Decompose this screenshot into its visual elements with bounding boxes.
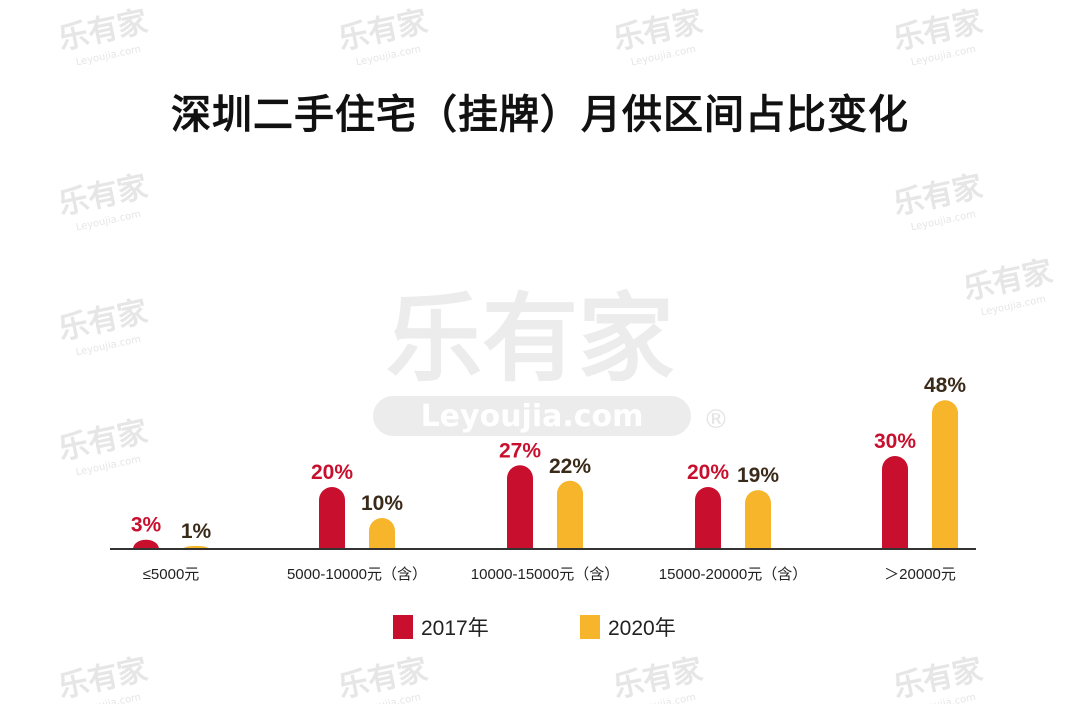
legend-label-2017: 2017年 [421, 617, 489, 640]
data-label-0-3: 20% [687, 461, 729, 484]
data-label-0-2: 27% [499, 439, 541, 462]
legend-item-2020: 2020年 [580, 612, 676, 642]
data-label-1-3: 19% [737, 464, 779, 487]
bar-0-0 [133, 539, 159, 549]
data-label-1-0: 1% [181, 520, 212, 543]
data-label-1-4: 48% [924, 374, 966, 397]
chart-title: 深圳二手住宅（挂牌）月供区间占比变化 [171, 92, 909, 138]
bar-1-2 [557, 480, 583, 549]
registered-mark-icon: ® [703, 405, 729, 435]
data-label-0-4: 30% [874, 430, 916, 453]
legend-item-2017: 2017年 [393, 612, 489, 642]
data-label-1-1: 10% [361, 492, 403, 515]
x-tick-label-3: 15000-20000元（含） [659, 566, 807, 583]
bar-0-4 [882, 456, 908, 549]
watermark-url-pill [373, 396, 691, 436]
x-tick-label-2: 10000-15000元（含） [471, 566, 619, 583]
bar-0-3 [695, 487, 721, 549]
bar-1-4 [932, 400, 958, 549]
bar-0-1 [319, 487, 345, 549]
legend-swatch-2017 [393, 615, 413, 639]
watermark-url-large: Leyoujia.com [421, 399, 644, 434]
bar-0-2 [507, 465, 533, 549]
data-label-0-1: 20% [311, 461, 353, 484]
x-tick-label-4: ＞20000元 [884, 566, 956, 583]
x-tick-label-1: 5000-10000元（含） [287, 566, 427, 583]
bar-1-1 [369, 518, 395, 549]
data-label-0-0: 3% [131, 514, 162, 537]
legend-swatch-2020 [580, 615, 600, 639]
x-tick-label-0: ≤5000元 [143, 566, 200, 583]
data-label-1-2: 22% [549, 455, 591, 478]
watermark-logo-large: 乐有家 [386, 283, 674, 395]
bar-1-3 [745, 490, 771, 549]
legend-label-2020: 2020年 [608, 617, 676, 640]
